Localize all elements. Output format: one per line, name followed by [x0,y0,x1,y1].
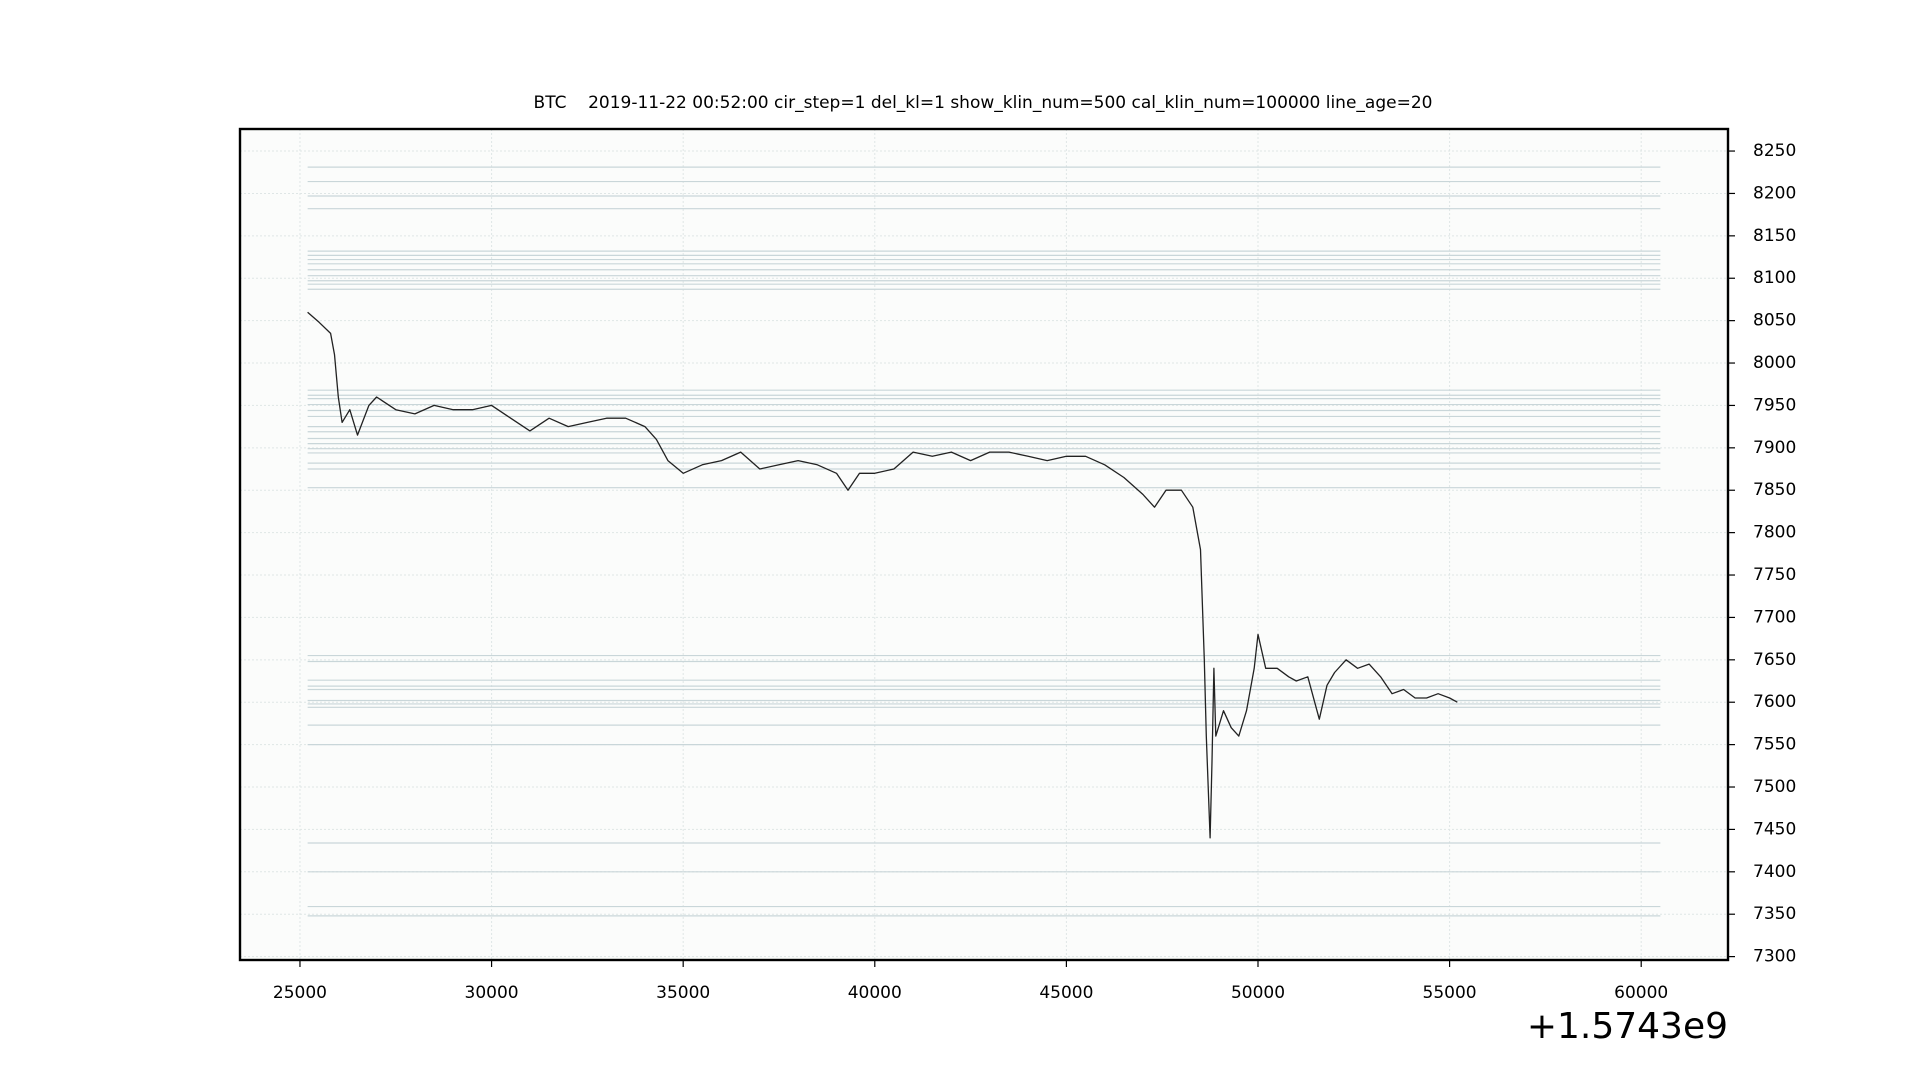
y-tick-label: 7950 [1753,395,1796,415]
y-tick-label: 7550 [1753,735,1796,755]
x-tick-label: 45000 [1039,983,1093,1003]
x-tick-label: 60000 [1614,983,1668,1003]
y-tick-label: 8150 [1753,226,1796,246]
axes-frame [238,127,1730,962]
y-tick-label: 7450 [1753,819,1796,839]
x-tick-label: 25000 [273,983,327,1003]
y-tick-label: 8050 [1753,311,1796,331]
y-tick-label: 7500 [1753,777,1796,797]
x-tick-label: 35000 [656,983,710,1003]
x-offset-label: +1.5743e9 [1527,1006,1728,1047]
x-tick-label: 40000 [848,983,902,1003]
price-line [307,311,1458,839]
x-tick-label: 50000 [1231,983,1285,1003]
y-tick-label: 8200 [1753,183,1796,203]
x-tick-label: 55000 [1423,983,1477,1003]
chart-title: BTC 2019-11-22 00:52:00 cir_step=1 del_k… [534,93,1433,113]
y-tick-label: 7850 [1753,480,1796,500]
y-tick-label: 7400 [1753,862,1796,882]
y-tick-label: 7750 [1753,565,1796,585]
y-tick-label: 7600 [1753,692,1796,712]
y-tick-label: 8000 [1753,353,1796,373]
y-tick-label: 7900 [1753,438,1796,458]
y-tick-label: 7300 [1753,947,1796,967]
y-tick-label: 7800 [1753,523,1796,543]
x-tick-label: 30000 [465,983,519,1003]
y-tick-label: 7350 [1753,904,1796,924]
plot-area [240,129,1728,960]
y-tick-label: 7700 [1753,607,1796,627]
y-tick-label: 7650 [1753,650,1796,670]
y-tick-label: 8250 [1753,141,1796,161]
y-tick-label: 8100 [1753,268,1796,288]
